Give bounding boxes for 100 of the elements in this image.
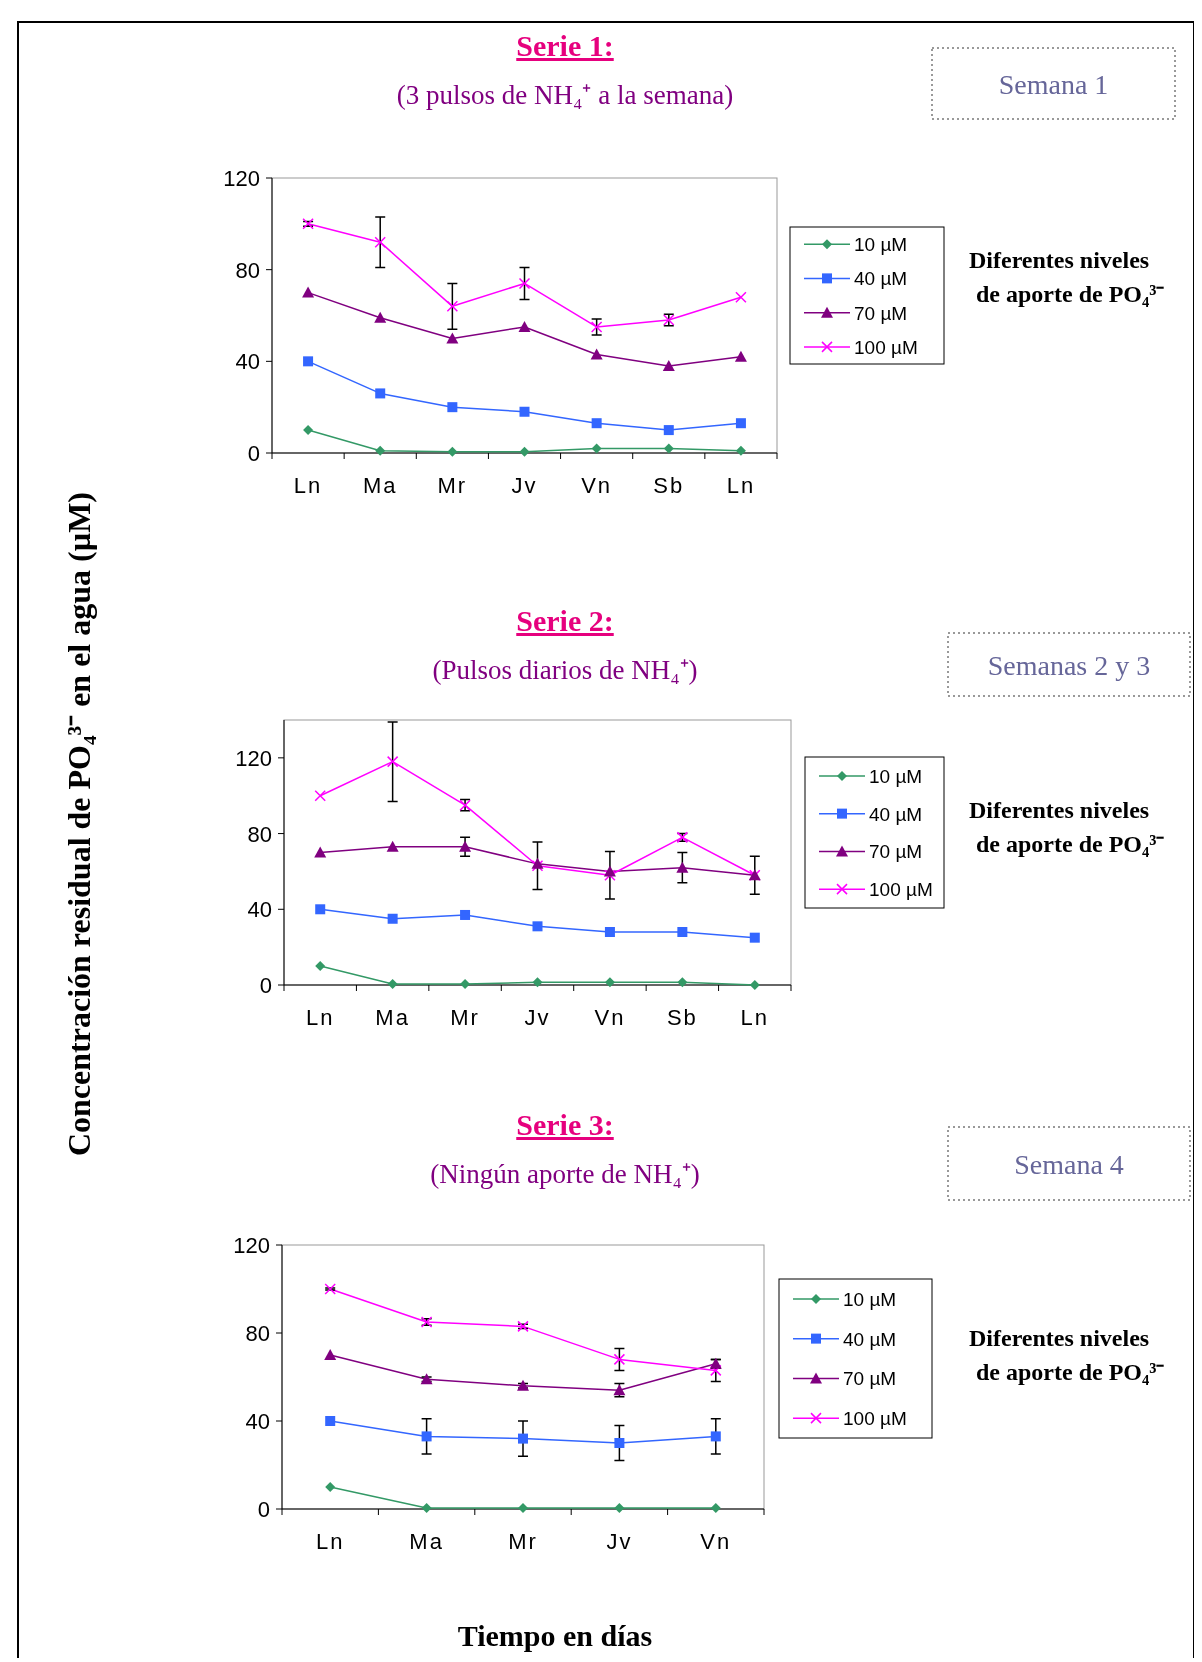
chart-subtitle: (Pulsos diarios de NH₄⁺) (432, 655, 698, 685)
text: Semanas 2 y 3 (987, 649, 1151, 681)
point (604, 977, 615, 988)
point (734, 350, 747, 362)
point (519, 406, 530, 417)
y-tick-label: 120 (233, 1233, 270, 1258)
point (518, 320, 531, 332)
x-tick-label: Ma (375, 1005, 410, 1030)
y-tick-label: 120 (223, 166, 260, 191)
point (532, 977, 543, 988)
x-tick-label: Jv (524, 1005, 551, 1030)
x-tick-label: Ln (726, 473, 756, 498)
point (591, 418, 602, 429)
point (518, 277, 531, 290)
x-tick-label: Mr (450, 1005, 480, 1030)
x-tick-label: Ln (305, 1005, 335, 1030)
y-tick-label: 120 (235, 745, 272, 771)
point (519, 446, 530, 457)
x-tick-label: Ln (740, 1005, 770, 1030)
point (315, 961, 326, 972)
y-tick-label: 80 (247, 821, 272, 847)
y-tick-label: 0 (257, 1497, 270, 1522)
point (302, 286, 315, 298)
x-tick-label: Ln (315, 1529, 345, 1554)
point (613, 1353, 626, 1366)
point (375, 388, 386, 399)
point (518, 1433, 528, 1444)
point (303, 425, 314, 436)
point (710, 1502, 721, 1513)
legend-label: 40 µM (843, 1328, 897, 1350)
point (735, 418, 746, 429)
x-tick-label: Jv (511, 473, 538, 498)
point (446, 300, 459, 313)
y-tick-label: 40 (247, 897, 272, 923)
point (518, 1502, 528, 1513)
point (735, 445, 746, 456)
point (663, 443, 674, 454)
chart-subtitle: (3 pulsos de NH₄⁺ a la semana) (396, 80, 734, 110)
legend-label: 70 µM (869, 841, 923, 863)
point (749, 932, 760, 943)
point (677, 927, 688, 937)
y-tick-label: 40 (245, 1409, 270, 1434)
point (314, 789, 326, 802)
point (676, 861, 689, 873)
point (532, 921, 543, 932)
point (375, 445, 386, 456)
legend-label: 10 µM (843, 1288, 897, 1310)
point (590, 348, 603, 360)
x-tick-label: Mr (508, 1529, 538, 1554)
x-tick-label: Sb (666, 1005, 698, 1030)
point (663, 425, 674, 436)
point (314, 846, 327, 858)
point (710, 1364, 722, 1377)
point (325, 1416, 336, 1426)
chart-title: Serie 2: (516, 604, 614, 637)
point (386, 840, 399, 852)
legend-label: 10 µM (854, 234, 908, 256)
x-tick-label: Ln (293, 473, 323, 498)
point (604, 869, 616, 881)
y-tick-label: 80 (245, 1321, 270, 1346)
point (677, 977, 688, 988)
point (325, 1482, 336, 1492)
x-tick-label: Vn (594, 1005, 626, 1030)
x-tick-label: Vn (700, 1529, 732, 1554)
point (387, 913, 398, 924)
point (315, 904, 326, 915)
x-tick-label: Sb (653, 473, 685, 498)
point (421, 1431, 432, 1442)
point (421, 1502, 432, 1513)
x-tick-label: Jv (606, 1529, 633, 1554)
point (710, 1431, 721, 1442)
point (459, 840, 472, 852)
point (603, 865, 616, 877)
y-tick-label: 80 (235, 257, 260, 283)
point (591, 443, 602, 454)
legend-label: 100 µM (869, 879, 933, 901)
chart-subtitle: (Ningún aporte de NH₄⁺) (430, 1159, 700, 1189)
legend-label: 70 µM (843, 1368, 897, 1390)
legend-label: 70 µM (854, 302, 908, 324)
legend-label: 40 µM (854, 268, 908, 290)
point (324, 1283, 336, 1295)
x-axis-title: Tiempo en días (457, 1619, 653, 1652)
x-tick-label: Mr (437, 473, 468, 498)
chart-title: Serie 1: (516, 29, 614, 62)
chart-title: Serie 3: (516, 1108, 614, 1141)
point (387, 979, 398, 990)
point (303, 356, 314, 367)
point (460, 909, 471, 920)
y-tick-label: 40 (235, 349, 260, 375)
text: Diferentes niveles de aporte de PO₄³⁻ (969, 1325, 1165, 1385)
point (614, 1502, 625, 1513)
point (374, 236, 386, 248)
x-tick-label: Ma (409, 1529, 444, 1554)
legend-label: 10 µM (869, 765, 923, 787)
point (324, 1349, 337, 1360)
text: Semana 4 (1014, 1148, 1124, 1180)
point (662, 359, 675, 371)
legend-label: 40 µM (869, 803, 923, 825)
point (447, 446, 458, 457)
x-tick-label: Ma (362, 473, 398, 498)
